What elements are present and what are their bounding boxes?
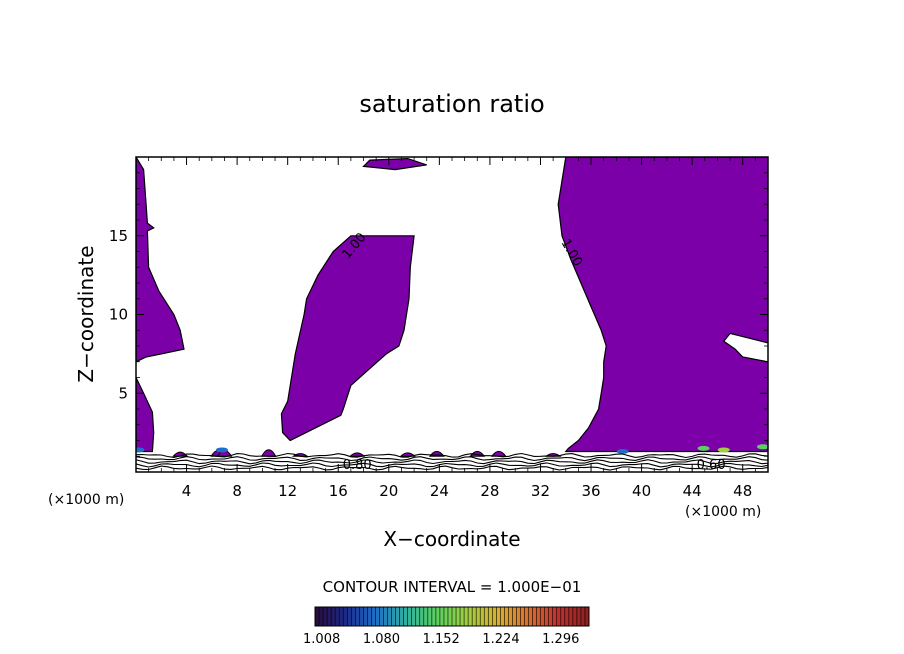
surface-contour-line xyxy=(136,462,768,468)
hot-spot xyxy=(756,444,768,450)
surface-contour-line xyxy=(136,459,768,465)
plot-area xyxy=(136,157,768,471)
surface-bump xyxy=(399,452,417,457)
surface-contour-line xyxy=(136,465,768,471)
y-axis-ticks: 5 10 15 xyxy=(109,172,768,457)
y-axis-label: Z−coordinate xyxy=(74,245,98,382)
surface-bump xyxy=(260,449,277,457)
x-tick-label: 48 xyxy=(733,482,752,500)
colorbar-tick-label: 1.008 xyxy=(303,632,340,647)
contour-label: 0.80 xyxy=(343,458,372,473)
colorbar-tick-label: 1.152 xyxy=(423,632,460,647)
chart-title: saturation ratio xyxy=(359,90,544,118)
colorbar-labels: 1.008 1.080 1.152 1.224 1.296 xyxy=(303,632,579,647)
hot-spots xyxy=(136,444,768,455)
x-tick-label: 44 xyxy=(683,482,702,500)
x-tick-label: 36 xyxy=(581,482,600,500)
x-tick-label: 24 xyxy=(430,482,449,500)
surface-contours xyxy=(136,452,768,471)
x-axis-label: X−coordinate xyxy=(383,527,520,551)
surface-contour-line xyxy=(136,452,768,459)
x-unit-left: (×1000 m) xyxy=(48,492,124,508)
filled-regions xyxy=(136,157,768,453)
x-tick-label: 4 xyxy=(182,482,192,500)
region-central-plume xyxy=(280,235,415,442)
colorbar-tick-label: 1.224 xyxy=(482,632,519,647)
x-axis-ticks: 4 8 12 16 20 24 28 32 36 40 44 48 xyxy=(148,157,756,500)
hot-spot xyxy=(717,447,730,453)
region-right-block xyxy=(557,157,768,453)
hot-spot xyxy=(616,449,629,455)
contour-label: 0.60 xyxy=(697,458,726,473)
region-left-edge xyxy=(136,157,185,363)
x-tick-label: 28 xyxy=(480,482,499,500)
y-tick-label: 15 xyxy=(109,227,128,245)
region-top-sliver xyxy=(362,157,427,171)
y-tick-label: 10 xyxy=(109,306,128,324)
contour-interval-text: CONTOUR INTERVAL = 1.000E−01 xyxy=(323,578,582,596)
x-tick-label: 20 xyxy=(379,482,398,500)
x-unit-right: (×1000 m) xyxy=(685,504,761,520)
hot-spot xyxy=(697,445,710,451)
x-tick-label: 16 xyxy=(329,482,348,500)
colorbar-tick-label: 1.080 xyxy=(363,632,400,647)
y-tick-label: 5 xyxy=(118,384,128,402)
x-tick-label: 40 xyxy=(632,482,651,500)
colorbar-hatching xyxy=(318,607,586,626)
x-tick-label: 12 xyxy=(278,482,297,500)
hot-spot xyxy=(136,447,145,453)
colorbar-tick-label: 1.296 xyxy=(542,632,579,647)
x-tick-label: 32 xyxy=(531,482,550,500)
x-tick-label: 8 xyxy=(232,482,242,500)
surface-contour-line xyxy=(136,456,768,462)
hot-spot xyxy=(215,447,228,453)
